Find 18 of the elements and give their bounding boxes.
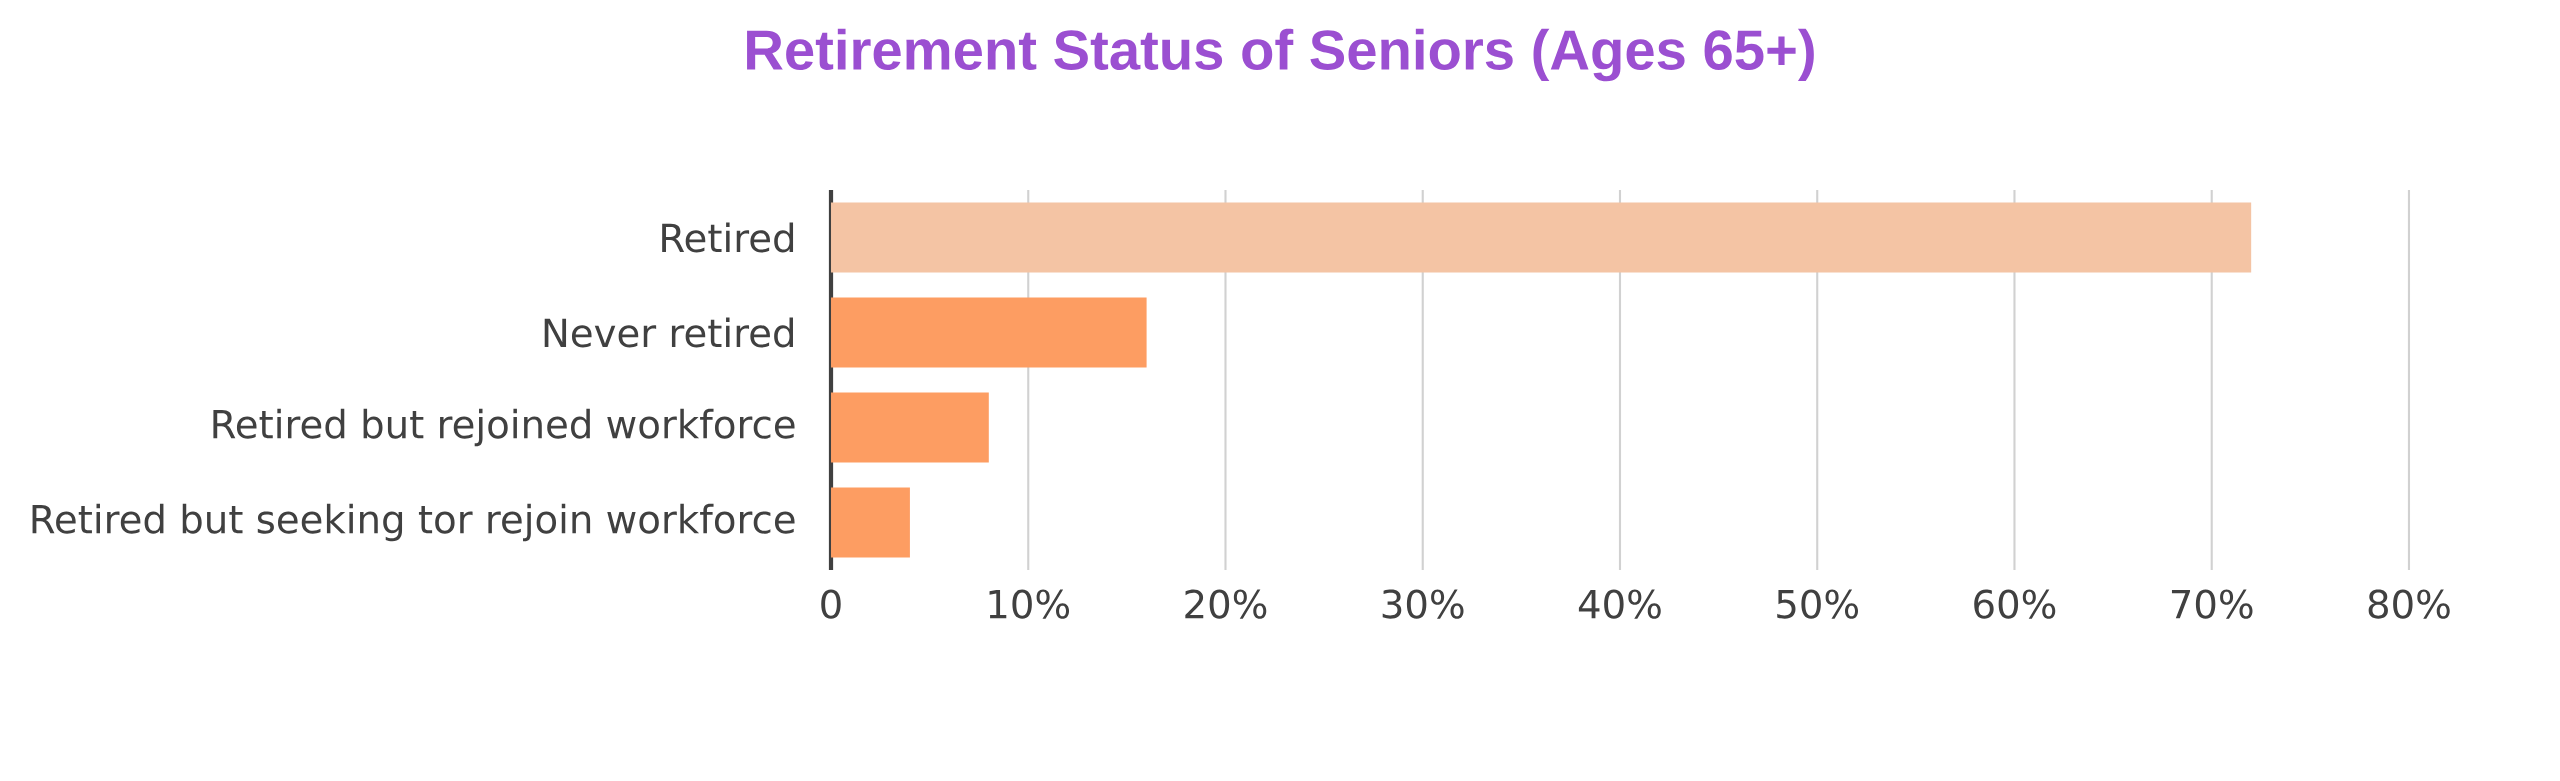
x-tick-label: 50% xyxy=(1777,589,1858,619)
bar xyxy=(831,487,910,558)
bar xyxy=(831,297,1147,368)
x-tick-label: 60% xyxy=(1974,589,2056,619)
y-tick-label: Retired but seeking tor rejoin workforce xyxy=(32,503,795,542)
y-tick-label: Retired but rejoined workforce xyxy=(213,408,795,447)
x-tick-label: 0 xyxy=(821,589,841,619)
x-tick-label: 30% xyxy=(1382,589,1464,619)
y-tick-label: Retired xyxy=(662,222,794,253)
bar xyxy=(831,392,989,463)
x-tick-label: 20% xyxy=(1185,589,1267,619)
y-tick-label: Never retired xyxy=(544,317,793,348)
x-tick-label: 40% xyxy=(1578,589,1661,619)
x-tick-label: 10% xyxy=(989,589,1070,619)
bar xyxy=(831,202,2252,273)
chart-title: Retirement Status of Seniors (Ages 65+) xyxy=(747,28,1814,82)
x-tick-label: 70% xyxy=(2171,589,2253,619)
x-tick-label: 80% xyxy=(2368,589,2450,619)
